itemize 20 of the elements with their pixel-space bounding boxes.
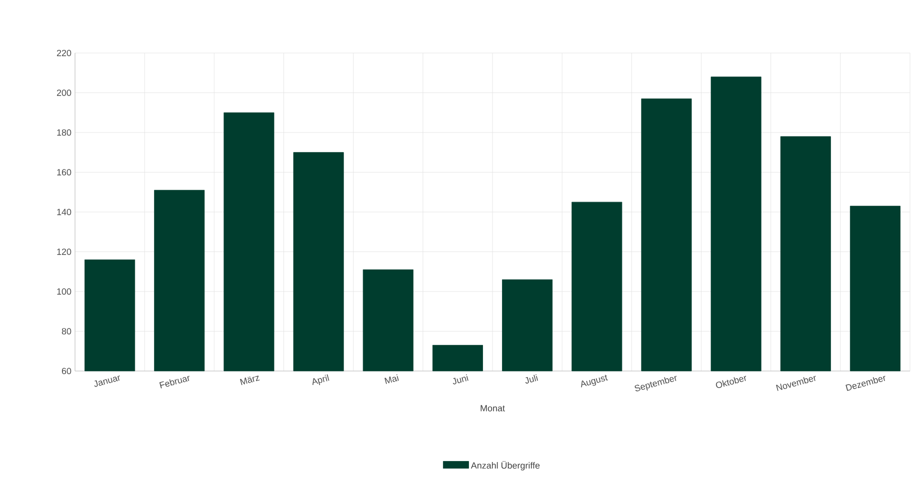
- x-tick-label: Januar: [94, 376, 120, 387]
- x-tick-label: Februar: [159, 376, 190, 388]
- y-tick-label: 60: [62, 368, 72, 374]
- x-tick-label: April: [312, 374, 330, 386]
- x-tick-label: Oktober: [716, 376, 746, 388]
- x-tick-label: Juli: [525, 374, 538, 384]
- legend-label: Anzahl Übergriffe: [470, 461, 540, 470]
- x-axis-title: Monat: [480, 405, 505, 412]
- y-tick-label: 160: [57, 169, 72, 176]
- x-tick-label: Juni: [452, 374, 468, 384]
- y-tick-label: 140: [57, 208, 72, 216]
- x-tick-label: Mai: [384, 374, 399, 384]
- y-tick-label: 200: [56, 90, 72, 96]
- y-tick-label: 180: [57, 129, 72, 136]
- x-tick-label: August: [581, 374, 608, 388]
- x-tick-label: März: [240, 376, 260, 386]
- y-tick-label: 80: [62, 328, 72, 334]
- y-tick-label: 220: [56, 50, 72, 56]
- y-tick-label: 120: [57, 248, 72, 255]
- y-tick-label: 100: [57, 288, 72, 295]
